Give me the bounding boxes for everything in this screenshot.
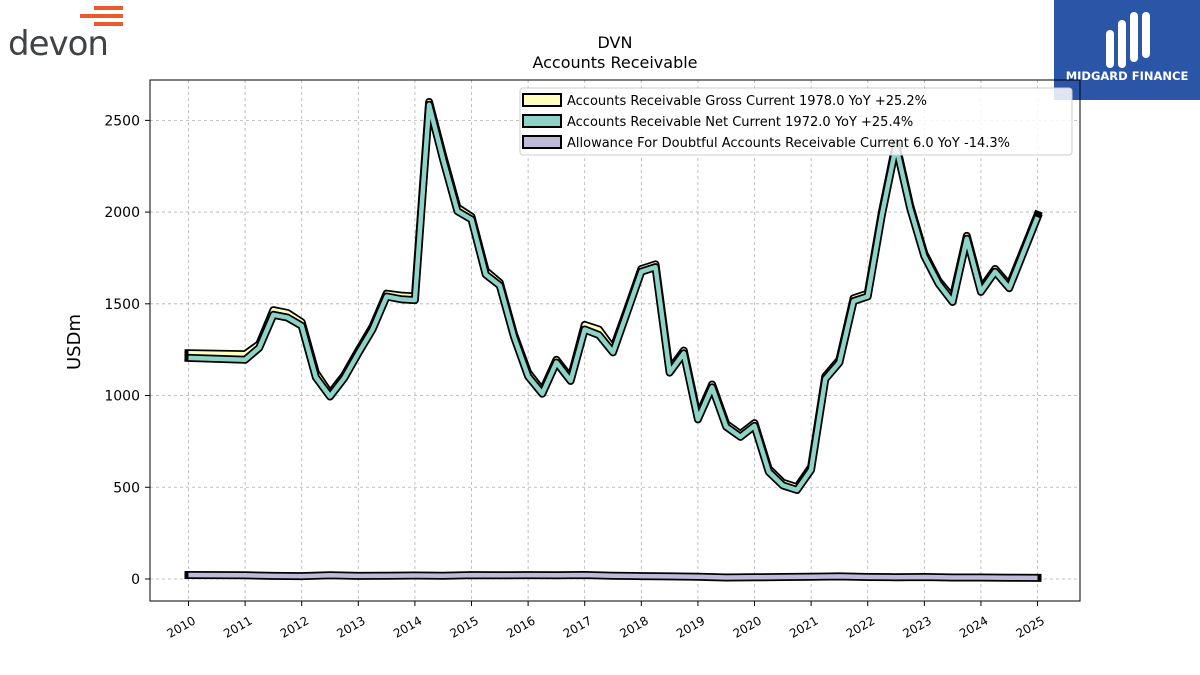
series-layer bbox=[184, 98, 1043, 582]
x-tick-label: 2024 bbox=[957, 613, 990, 640]
legend-swatch-net bbox=[522, 114, 562, 128]
series-net-line bbox=[188, 102, 1040, 493]
devon-logo-mark bbox=[80, 6, 123, 26]
y-tick-label: 500 bbox=[113, 480, 140, 496]
y-tick-label: 1500 bbox=[104, 297, 140, 313]
y-tick-label: 0 bbox=[131, 572, 140, 588]
midgard-finance-logo: MIDGARD FINANCE bbox=[1054, 0, 1200, 100]
y-tick-label: 1000 bbox=[104, 389, 140, 405]
series-allowance-line bbox=[188, 572, 1038, 581]
devon-logo-text: devon bbox=[8, 24, 109, 64]
x-tick-label: 2022 bbox=[844, 613, 877, 640]
series-gross-line bbox=[188, 99, 1040, 490]
legend-label-net: Accounts Receivable Net Current 1972.0 Y… bbox=[567, 115, 913, 130]
x-tick-label: 2021 bbox=[787, 613, 820, 640]
x-tick-label: 2015 bbox=[448, 613, 481, 640]
x-tick-label: 2020 bbox=[731, 613, 764, 640]
series-net-outline bbox=[184, 100, 1043, 494]
x-tick-label: 2019 bbox=[674, 613, 707, 640]
publisher-name: MIDGARD FINANCE bbox=[1065, 69, 1189, 83]
y-axis-label: USDm bbox=[64, 314, 85, 370]
plot-frame bbox=[149, 79, 1081, 602]
series-allowance bbox=[184, 570, 1042, 582]
midgard-logo-mark bbox=[1106, 12, 1150, 68]
x-tick-label: 2014 bbox=[391, 613, 424, 640]
y-tick-label: 2000 bbox=[104, 205, 140, 221]
x-tick-label: 2016 bbox=[504, 613, 537, 640]
chart-subtitle: Accounts Receivable bbox=[532, 53, 697, 72]
legend-swatch-gross bbox=[522, 93, 562, 107]
series-net bbox=[184, 100, 1043, 494]
x-tick-label: 2012 bbox=[278, 613, 311, 640]
x-tick-label: 2011 bbox=[221, 613, 254, 640]
y-axis-ticks: 0 500 1000 1500 2000 2500 bbox=[104, 113, 150, 588]
chart-title: DVN bbox=[598, 33, 633, 52]
legend-label-gross: Accounts Receivable Gross Current 1978.0… bbox=[567, 94, 927, 109]
y-tick-label: 2500 bbox=[104, 113, 140, 129]
legend-swatch-allowance bbox=[522, 135, 562, 149]
series-gross-outline bbox=[184, 98, 1043, 492]
x-tick-label: 2017 bbox=[561, 613, 594, 640]
x-axis-ticks: 2010 2011 2012 2013 2014 2015 2016 2017 2018 2019… bbox=[165, 601, 1047, 641]
legend-box bbox=[519, 87, 1073, 156]
legend-label-allowance: Allowance For Doubtful Accounts Receivab… bbox=[567, 136, 1010, 151]
x-tick-label: 2023 bbox=[900, 613, 933, 640]
legend: Accounts Receivable Gross Current 1978.0… bbox=[519, 87, 1073, 156]
x-tick-label: 2018 bbox=[617, 613, 650, 640]
x-tick-label: 2013 bbox=[334, 613, 367, 640]
x-tick-label: 2025 bbox=[1014, 613, 1047, 640]
devon-logo: devon bbox=[4, 4, 128, 64]
x-tick-label: 2010 bbox=[165, 613, 198, 640]
series-gross bbox=[184, 98, 1043, 492]
